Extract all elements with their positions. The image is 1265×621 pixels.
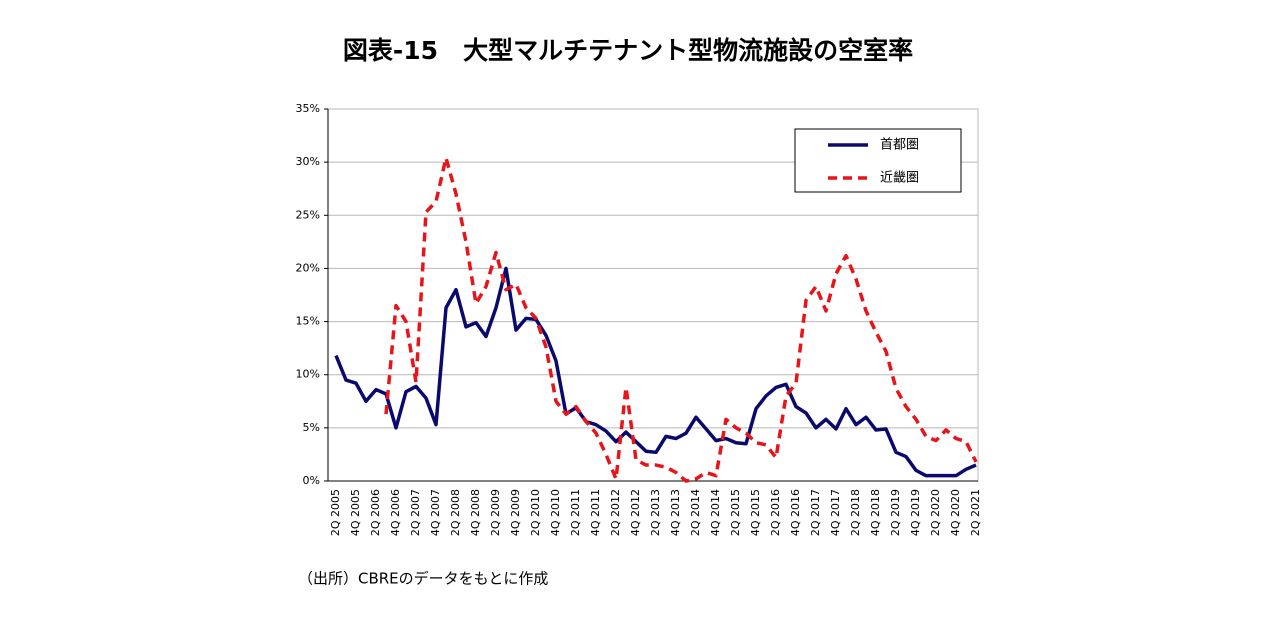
x-tick-label: 2Q 2007	[409, 489, 422, 536]
x-tick-label: 4Q 2006	[389, 489, 402, 536]
x-tick-label: 4Q 2013	[669, 489, 682, 536]
x-tick-label: 4Q 2018	[869, 489, 882, 536]
x-tick-label: 4Q 2007	[429, 489, 442, 536]
series-line	[384, 156, 978, 483]
legend-box	[794, 128, 962, 193]
y-tick-label: 25%	[296, 208, 320, 221]
x-tick-label: 4Q 2010	[549, 489, 562, 536]
y-tick-label: 35%	[296, 102, 320, 115]
y-tick-label: 20%	[296, 261, 320, 274]
x-tick-label: 4Q 2005	[349, 489, 362, 536]
x-tick-label: 2Q 2017	[809, 489, 822, 536]
y-tick-label: 5%	[303, 421, 320, 434]
x-tick-label: 2Q 2011	[569, 489, 582, 536]
x-tick-label: 4Q 2015	[749, 489, 762, 536]
x-tick-label: 2Q 2020	[929, 489, 942, 536]
legend-label: 近畿圏	[880, 171, 919, 186]
x-tick-label: 4Q 2017	[829, 489, 842, 536]
x-tick-label: 2Q 2021	[969, 489, 982, 536]
x-tick-label: 2Q 2008	[449, 489, 462, 536]
x-tick-label: 2Q 2005	[329, 489, 342, 536]
x-tick-label: 2Q 2019	[889, 489, 902, 536]
x-tick-label: 4Q 2014	[709, 489, 722, 536]
x-tick-label: 2Q 2013	[649, 489, 662, 536]
x-tick-label: 2Q 2010	[529, 489, 542, 536]
x-tick-label: 4Q 2009	[509, 489, 522, 536]
x-tick-label: 2Q 2009	[489, 489, 502, 536]
x-tick-label: 2Q 2018	[849, 489, 862, 536]
y-tick-label: 10%	[296, 368, 320, 381]
x-tick-label: 4Q 2008	[469, 489, 482, 536]
y-tick-label: 15%	[296, 315, 320, 328]
x-tick-label: 4Q 2016	[789, 489, 802, 536]
source-note: （出所）CBREのデータをもとに作成	[298, 570, 548, 588]
x-tick-label: 4Q 2012	[629, 489, 642, 536]
x-tick-label: 4Q 2019	[909, 489, 922, 536]
chart-title: 図表-15 大型マルチテナント型物流施設の空室率	[343, 36, 913, 65]
series-line	[334, 266, 977, 478]
x-tick-label: 2Q 2012	[609, 489, 622, 536]
x-tick-label: 4Q 2011	[589, 489, 602, 536]
x-tick-label: 2Q 2015	[729, 489, 742, 536]
y-tick-label: 0%	[303, 474, 320, 487]
x-tick-label: 4Q 2020	[949, 489, 962, 536]
x-tick-label: 2Q 2006	[369, 489, 382, 536]
x-tick-label: 2Q 2016	[769, 489, 782, 536]
y-tick-label: 30%	[296, 155, 320, 168]
legend-label: 首都圏	[880, 138, 919, 153]
x-tick-label: 2Q 2014	[689, 489, 702, 536]
